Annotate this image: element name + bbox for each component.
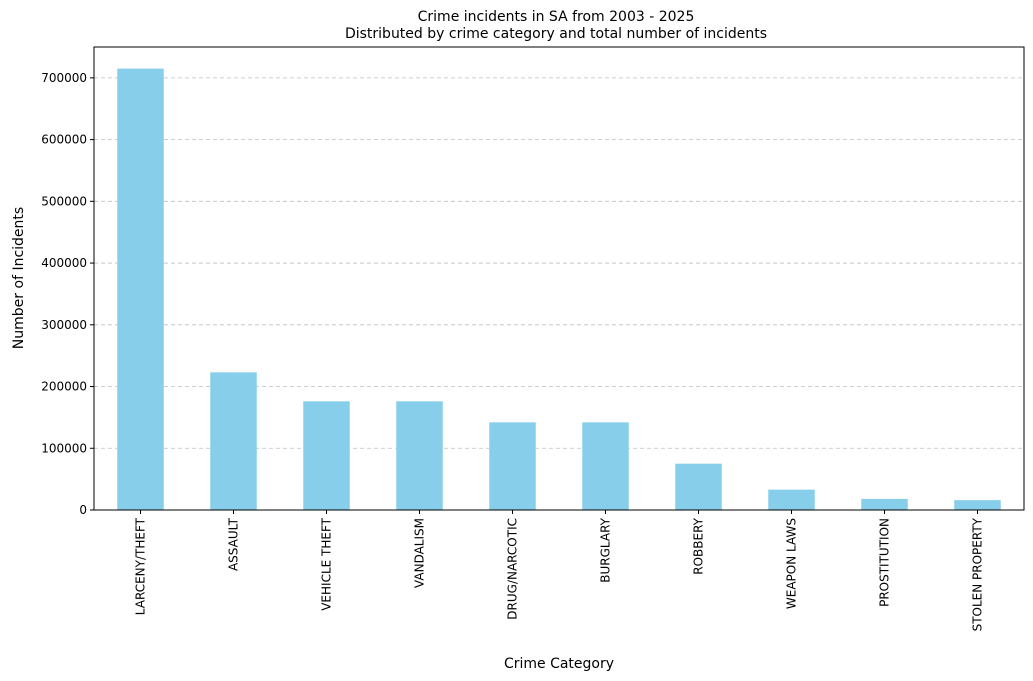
bar	[861, 498, 908, 510]
y-tick-label: 400000	[41, 256, 87, 270]
x-tick-label: DRUG/NARCOTIC	[506, 518, 520, 620]
chart-title: Crime incidents in SA from 2003 - 2025	[418, 9, 695, 25]
x-tick-label: VEHICLE THEFT	[320, 517, 334, 610]
x-tick-label: ASSAULT	[227, 517, 241, 571]
bar	[489, 422, 536, 510]
y-tick-label: 600000	[41, 133, 87, 147]
x-tick-label: WEAPON LAWS	[785, 518, 799, 609]
bar	[675, 463, 722, 510]
y-tick-label: 200000	[41, 380, 87, 394]
y-axis-label: Number of Incidents	[11, 207, 27, 349]
chart-subtitle: Distributed by crime category and total …	[345, 26, 767, 42]
y-axis-ticks: 0 100000 200000 300000 400000 500000 600000 700…	[41, 71, 94, 517]
bar	[954, 500, 1001, 510]
x-axis-ticks: LARCENY/THEFT ASSAULT VEHICLE THEFT VANDALI…	[134, 510, 985, 631]
x-tick-label: PROSTITUTION	[878, 518, 892, 607]
bar	[303, 401, 350, 510]
x-tick-label: LARCENY/THEFT	[134, 517, 148, 615]
bar	[396, 401, 443, 510]
y-tick-label: 100000	[41, 441, 87, 455]
x-tick-label: BURGLARY	[599, 517, 613, 582]
y-tick-label: 700000	[41, 71, 87, 85]
bar	[210, 372, 257, 510]
bar	[582, 422, 629, 510]
x-tick-label: ROBBERY	[692, 517, 706, 574]
bars	[117, 68, 1001, 511]
bar	[768, 489, 815, 510]
plot-frame	[93, 46, 1025, 511]
y-tick-label: 500000	[41, 194, 87, 208]
x-tick-label: VANDALISM	[413, 518, 427, 588]
bar	[117, 68, 164, 511]
y-tick-label: 300000	[41, 318, 87, 332]
x-tick-label: STOLEN PROPERTY	[971, 517, 985, 631]
x-axis-label: Crime Category	[504, 656, 614, 672]
y-tick-label: 0	[79, 503, 87, 517]
